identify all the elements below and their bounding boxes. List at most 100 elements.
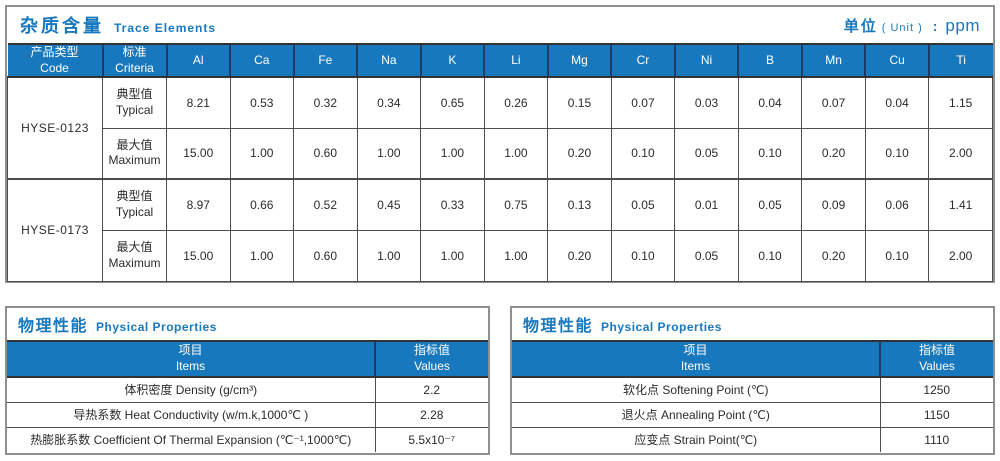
trace-value-fe: 0.32 — [293, 76, 358, 129]
phys-right-header-row: 项目 Items 指标值 Values — [512, 340, 993, 378]
trace-col-header-fe: Fe — [292, 42, 358, 79]
trace-value-ti: 1.41 — [928, 178, 993, 231]
physical-properties-left-table: 项目 Items 指标值 Values 体积密度 Density (g/cm³)… — [7, 340, 488, 452]
phys-row: 软化点 Softening Point (℃) 1250 — [512, 376, 993, 402]
trace-value-b: 0.10 — [737, 229, 803, 282]
trace-value-al: 15.00 — [166, 229, 231, 282]
trace-col-header-ca: Ca — [229, 42, 294, 79]
trace-value-ti: 2.00 — [928, 229, 993, 282]
phys-left-title: 物理性能 Physical Properties — [18, 312, 217, 336]
phys-right-col-header-values: 指标值 Values — [879, 340, 993, 378]
phys-item-value: 2.28 — [374, 401, 488, 427]
phys-left-col-header-items: 项目 Items — [7, 340, 375, 378]
criteria-label-en: Maximum — [108, 153, 161, 168]
criteria-label-maximum: 最大值 Maximum — [102, 127, 167, 180]
trace-value-mg: 0.15 — [547, 76, 612, 129]
items-header-en: Items — [175, 359, 206, 373]
trace-col-header-k: K — [419, 42, 485, 79]
values-header-en: Values — [919, 359, 955, 373]
criteria-label-zh: 典型值 — [116, 87, 153, 102]
trace-value-k: 1.00 — [420, 127, 485, 180]
trace-value-mg: 0.20 — [547, 127, 612, 180]
trace-title-bar: 杂质含量 Trace Elements 单位 ( Unit ) : ppm — [7, 7, 993, 43]
criteria-label-zh: 最大值 — [116, 240, 153, 255]
trace-value-cu: 0.10 — [864, 229, 930, 282]
values-header-en: Values — [414, 359, 450, 373]
criteria-label-typical: 典型值 Typical — [102, 76, 167, 129]
criteria-label-en: Typical — [115, 204, 154, 219]
trace-value-na: 1.00 — [356, 229, 422, 282]
trace-value-b: 0.10 — [737, 127, 803, 180]
trace-value-cr: 0.07 — [610, 76, 676, 129]
trace-row: HYSE-0173 典型值 Typical 8.97 0.66 0.52 0.45 0.33 0… — [7, 178, 993, 282]
trace-col-header-cr: Cr — [610, 42, 675, 79]
trace-header-row: 产品类型 Code 标准 Criteria Al Ca Fe Na K Li Mg Cr Ni B… — [7, 42, 993, 79]
trace-value-na: 0.45 — [356, 178, 422, 231]
unit-label: 单位 ( Unit ) : ppm — [844, 15, 980, 36]
trace-value-na: 1.00 — [356, 127, 422, 180]
trace-col-header-li: Li — [483, 42, 548, 79]
trace-body: HYSE-0123 典型值 Typical 8.21 0.53 0.32 0.34 0.65 0… — [7, 76, 993, 282]
physical-properties-left-panel: 物理性能 Physical Properties 项目 Items 指标值 Va… — [5, 306, 490, 455]
phys-left-title-bar: 物理性能 Physical Properties — [7, 308, 488, 340]
trace-value-ca: 0.66 — [229, 178, 295, 231]
phys-right-title: 物理性能 Physical Properties — [523, 312, 722, 336]
criteria-label-en: Typical — [115, 102, 154, 117]
trace-value-mn: 0.09 — [801, 178, 866, 231]
trace-value-mg: 0.20 — [547, 229, 612, 282]
phys-item-value: 1150 — [879, 401, 993, 427]
criteria-label-typical: 典型值 Typical — [102, 178, 167, 231]
phys-right-col-header-items: 项目 Items — [512, 340, 880, 378]
trace-value-cu: 0.06 — [864, 178, 930, 231]
phys-row: 体积密度 Density (g/cm³) 2.2 — [7, 376, 488, 402]
trace-value-li: 0.75 — [483, 178, 549, 231]
trace-value-k: 1.00 — [420, 229, 485, 282]
trace-value-al: 8.97 — [166, 178, 231, 231]
items-header-zh: 项目 — [683, 343, 708, 358]
trace-value-k: 0.33 — [420, 178, 485, 231]
trace-value-li: 1.00 — [483, 229, 549, 282]
trace-value-fe: 0.52 — [293, 178, 358, 231]
unit-zh: 单位 — [843, 17, 878, 35]
trace-value-cu: 0.04 — [864, 76, 930, 129]
trace-value-mn: 0.20 — [801, 127, 866, 180]
trace-value-cr: 0.05 — [610, 178, 676, 231]
trace-col-header-al: Al — [165, 42, 231, 79]
trace-title: 杂质含量 Trace Elements — [20, 12, 216, 38]
phys-item-label: 退火点 Annealing Point (℃) — [512, 401, 880, 427]
phys-item-label: 导热系数 Heat Conductivity (w/m.k,1000℃ ) — [7, 401, 375, 427]
trace-row: 最大值 Maximum 15.00 1.00 0.60 1.00 1.00 1.00 0.20 0… — [8, 229, 993, 282]
trace-value-mn: 0.07 — [801, 76, 866, 129]
criteria-label-zh: 典型值 — [116, 189, 153, 204]
trace-col-header-na: Na — [356, 42, 421, 79]
phys-row: 热膨胀系数 Coefficient Of Thermal Expansion (… — [7, 426, 488, 452]
criteria-label-zh: 最大值 — [116, 137, 153, 152]
trace-value-mg: 0.13 — [547, 178, 612, 231]
trace-value-cr: 0.10 — [610, 127, 676, 180]
phys-item-value: 2.2 — [374, 376, 488, 402]
product-code-hyse-0173: HYSE-0173 — [7, 178, 103, 282]
phys-right-title-en: Physical Properties — [601, 320, 722, 334]
unit-en: ( Unit ) — [881, 21, 923, 34]
code-header-en: Code — [40, 60, 69, 75]
code-header-zh: 产品类型 — [30, 45, 79, 59]
trace-value-cu: 0.10 — [864, 127, 930, 180]
trace-value-fe: 0.60 — [293, 229, 358, 282]
trace-value-ni: 0.03 — [674, 76, 739, 129]
phys-item-label: 应变点 Strain Point(℃) — [512, 426, 880, 452]
trace-elements-table: 产品类型 Code 标准 Criteria Al Ca Fe Na K Li Mg Cr Ni B… — [7, 42, 993, 282]
trace-value-ti: 1.15 — [928, 76, 993, 129]
trace-value-ni: 0.05 — [674, 127, 739, 180]
unit-value: ppm — [945, 15, 980, 35]
physical-properties-right-table: 项目 Items 指标值 Values 软化点 Softening Point … — [512, 340, 993, 452]
values-header-zh: 指标值 — [413, 343, 450, 358]
trace-row: 最大值 Maximum 15.00 1.00 0.60 1.00 1.00 1.00 0.20 0… — [8, 127, 993, 180]
trace-value-fe: 0.60 — [293, 127, 358, 180]
phys-left-header-row: 项目 Items 指标值 Values — [7, 340, 488, 378]
unit-colon: : — [932, 17, 938, 34]
phys-right-title-zh: 物理性能 — [523, 318, 594, 335]
trace-value-na: 0.34 — [356, 76, 422, 129]
trace-value-al: 8.21 — [166, 76, 231, 129]
phys-item-label: 热膨胀系数 Coefficient Of Thermal Expansion (… — [7, 426, 375, 452]
phys-item-value: 1250 — [879, 376, 993, 402]
